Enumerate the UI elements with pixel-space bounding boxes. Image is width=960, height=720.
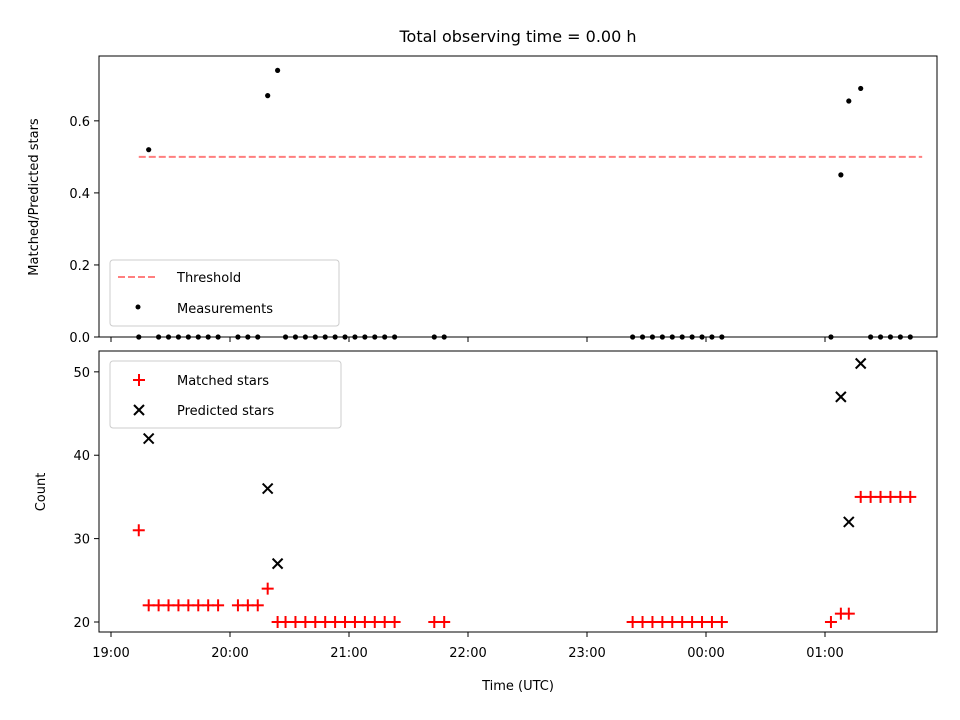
matched-stars-legend-marker [133, 374, 145, 386]
top-y-tick-label: 0.2 [69, 259, 90, 274]
predicted-stars-legend-marker [133, 404, 145, 416]
predicted-stars-point [261, 482, 274, 495]
bottom-y-axis-label: Count [34, 473, 49, 512]
top-legend-box [109, 259, 340, 327]
bottom-y-tick-label: 30 [73, 533, 90, 548]
bottom-y-tick-label: 20 [73, 616, 90, 631]
top-panel: 0.0 0.2 0.4 0.6 Matched/Predicted stars Thr… [27, 55, 938, 346]
measurements-legend-marker [135, 304, 141, 310]
predicted-stars-point [854, 357, 867, 370]
legend-label-matched-stars: Matched stars [177, 374, 269, 389]
bottom-axes-frame [98, 350, 938, 633]
x-tick-label: 01:00 [806, 646, 843, 661]
x-tick-label: 20:00 [211, 646, 248, 661]
bottom-panel: 20 30 40 50 19:00 20:00 21:00 22:00 23:00 00:00 0… [34, 350, 938, 694]
matched-stars-point [824, 615, 837, 628]
x-axis-label: Time (UTC) [481, 679, 554, 694]
bottom-y-tick-label: 50 [73, 366, 90, 381]
matched-stars-point [438, 615, 451, 628]
matched-stars-point [212, 599, 225, 612]
matched-stars-point [715, 615, 728, 628]
top-x-ticks [110, 337, 826, 342]
x-tick-label: 21:00 [330, 646, 367, 661]
top-y-axis-label: Matched/Predicted stars [27, 118, 42, 276]
top-y-tick-label: 0.4 [69, 187, 90, 202]
bottom-legend: Matched stars Predicted stars [109, 360, 342, 429]
bottom-series-layer [132, 357, 917, 628]
measurements-point [838, 172, 844, 178]
matched-stars-point [251, 599, 264, 612]
top-axes-frame [98, 55, 938, 338]
predicted-stars-point [271, 557, 284, 570]
predicted-stars-point [843, 516, 855, 528]
matched-stars-point [842, 607, 855, 620]
matched-stars-point [261, 582, 274, 595]
matched-stars-point [388, 615, 401, 628]
measurements-point [146, 147, 152, 153]
predicted-stars-point [835, 391, 847, 403]
measurements-point [858, 85, 864, 92]
legend-label-predicted-stars: Predicted stars [177, 404, 274, 419]
bottom-y-tick-label: 40 [73, 449, 90, 464]
bottom-y-ticks: 20 30 40 50 [73, 366, 99, 631]
x-tick-label: 23:00 [568, 646, 605, 661]
legend-label-threshold: Threshold [176, 271, 241, 286]
predicted-stars-point [142, 432, 155, 445]
chart-title: Total observing time = 0.00 h [398, 27, 636, 46]
x-tick-label: 19:00 [92, 646, 129, 661]
measurements-point [275, 67, 281, 74]
bottom-legend-box [109, 360, 342, 429]
matched-stars-point [132, 524, 145, 537]
top-legend: Threshold Measurements [109, 259, 340, 327]
matched-stars-point [904, 490, 917, 503]
top-y-tick-label: 0.0 [69, 331, 90, 346]
top-y-tick-label: 0.6 [69, 115, 90, 130]
legend-label-measurements: Measurements [177, 302, 273, 317]
measurements-point [265, 93, 271, 99]
measurements-point [846, 98, 852, 104]
bottom-x-ticks: 19:00 20:00 21:00 22:00 23:00 00:00 01:00 [92, 632, 844, 661]
x-tick-label: 22:00 [449, 646, 486, 661]
x-tick-label: 00:00 [687, 646, 724, 661]
top-y-ticks: 0.0 0.2 0.4 0.6 [69, 115, 99, 346]
